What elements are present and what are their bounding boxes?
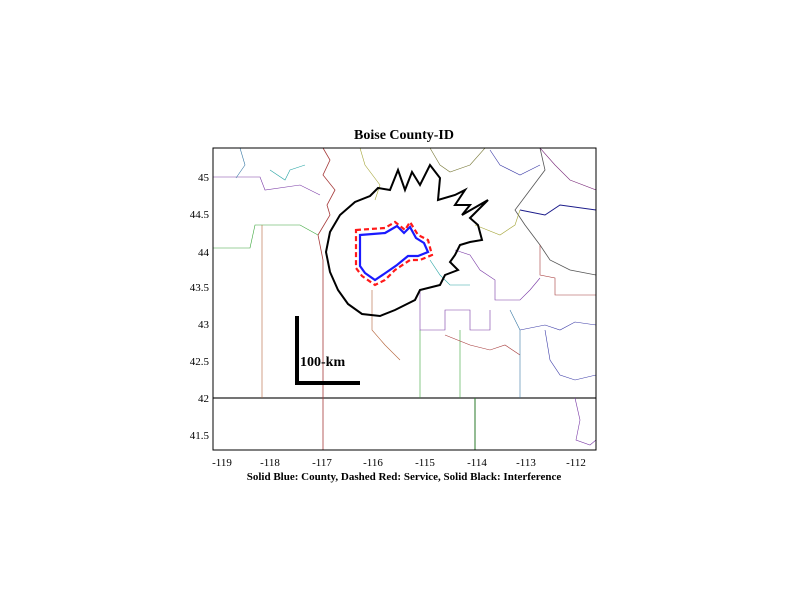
- map-caption: Solid Blue: County, Dashed Red: Service,…: [247, 471, 562, 483]
- county-line: [454, 249, 541, 301]
- state-border-west: [317, 148, 336, 450]
- county-line: [371, 290, 401, 361]
- county-line: [444, 334, 521, 356]
- y-axis-ticks: 45 44.5 44 43.5 43 42.5 42 41.5: [190, 172, 210, 442]
- x-tick-label: -116: [363, 457, 383, 469]
- scale-bar: 100-km: [295, 316, 360, 385]
- y-tick-label: 43.5: [190, 282, 210, 294]
- x-tick-label: -118: [260, 457, 280, 469]
- county-line: [269, 164, 306, 181]
- y-tick-label: 44.5: [190, 209, 210, 221]
- x-tick-label: -119: [212, 457, 232, 469]
- x-tick-label: -113: [516, 457, 536, 469]
- y-tick-label: 42: [198, 393, 209, 405]
- boundary-lines: [213, 148, 596, 450]
- y-tick-label: 43: [198, 319, 210, 331]
- x-tick-label: -114: [467, 457, 487, 469]
- county-line: [539, 148, 596, 191]
- map-title: Boise County-ID: [354, 128, 454, 143]
- x-tick-label: -115: [415, 457, 435, 469]
- x-tick-label: -117: [312, 457, 332, 469]
- x-axis-ticks: -119 -118 -117 -116 -115 -114 -113 -112: [212, 457, 586, 469]
- y-tick-label: 45: [198, 172, 210, 184]
- county-line: [474, 209, 521, 236]
- county-outline: [358, 224, 430, 282]
- county-line: [235, 148, 246, 179]
- county-line: [574, 397, 596, 446]
- x-tick-label: -112: [566, 457, 586, 469]
- county-line: [539, 245, 596, 296]
- plot-area: [212, 147, 597, 451]
- county-line: [359, 148, 381, 201]
- county-line: [429, 259, 470, 286]
- county-line: [489, 149, 541, 176]
- interference-contour: [324, 163, 489, 318]
- county-line: [429, 148, 486, 173]
- service-contour: [354, 219, 434, 287]
- scale-label: 100-km: [300, 355, 345, 370]
- y-tick-label: 41.5: [190, 430, 210, 442]
- y-tick-label: 44: [198, 247, 210, 259]
- plot-frame: [212, 147, 597, 451]
- county-line: [419, 290, 491, 331]
- state-border-east: [514, 148, 596, 276]
- county-line: [213, 224, 319, 249]
- county-line: [213, 176, 321, 196]
- county-line: [519, 321, 596, 331]
- county-line: [509, 309, 521, 398]
- y-tick-label: 42.5: [190, 356, 210, 368]
- county-line: [519, 204, 596, 216]
- county-line: [544, 329, 596, 381]
